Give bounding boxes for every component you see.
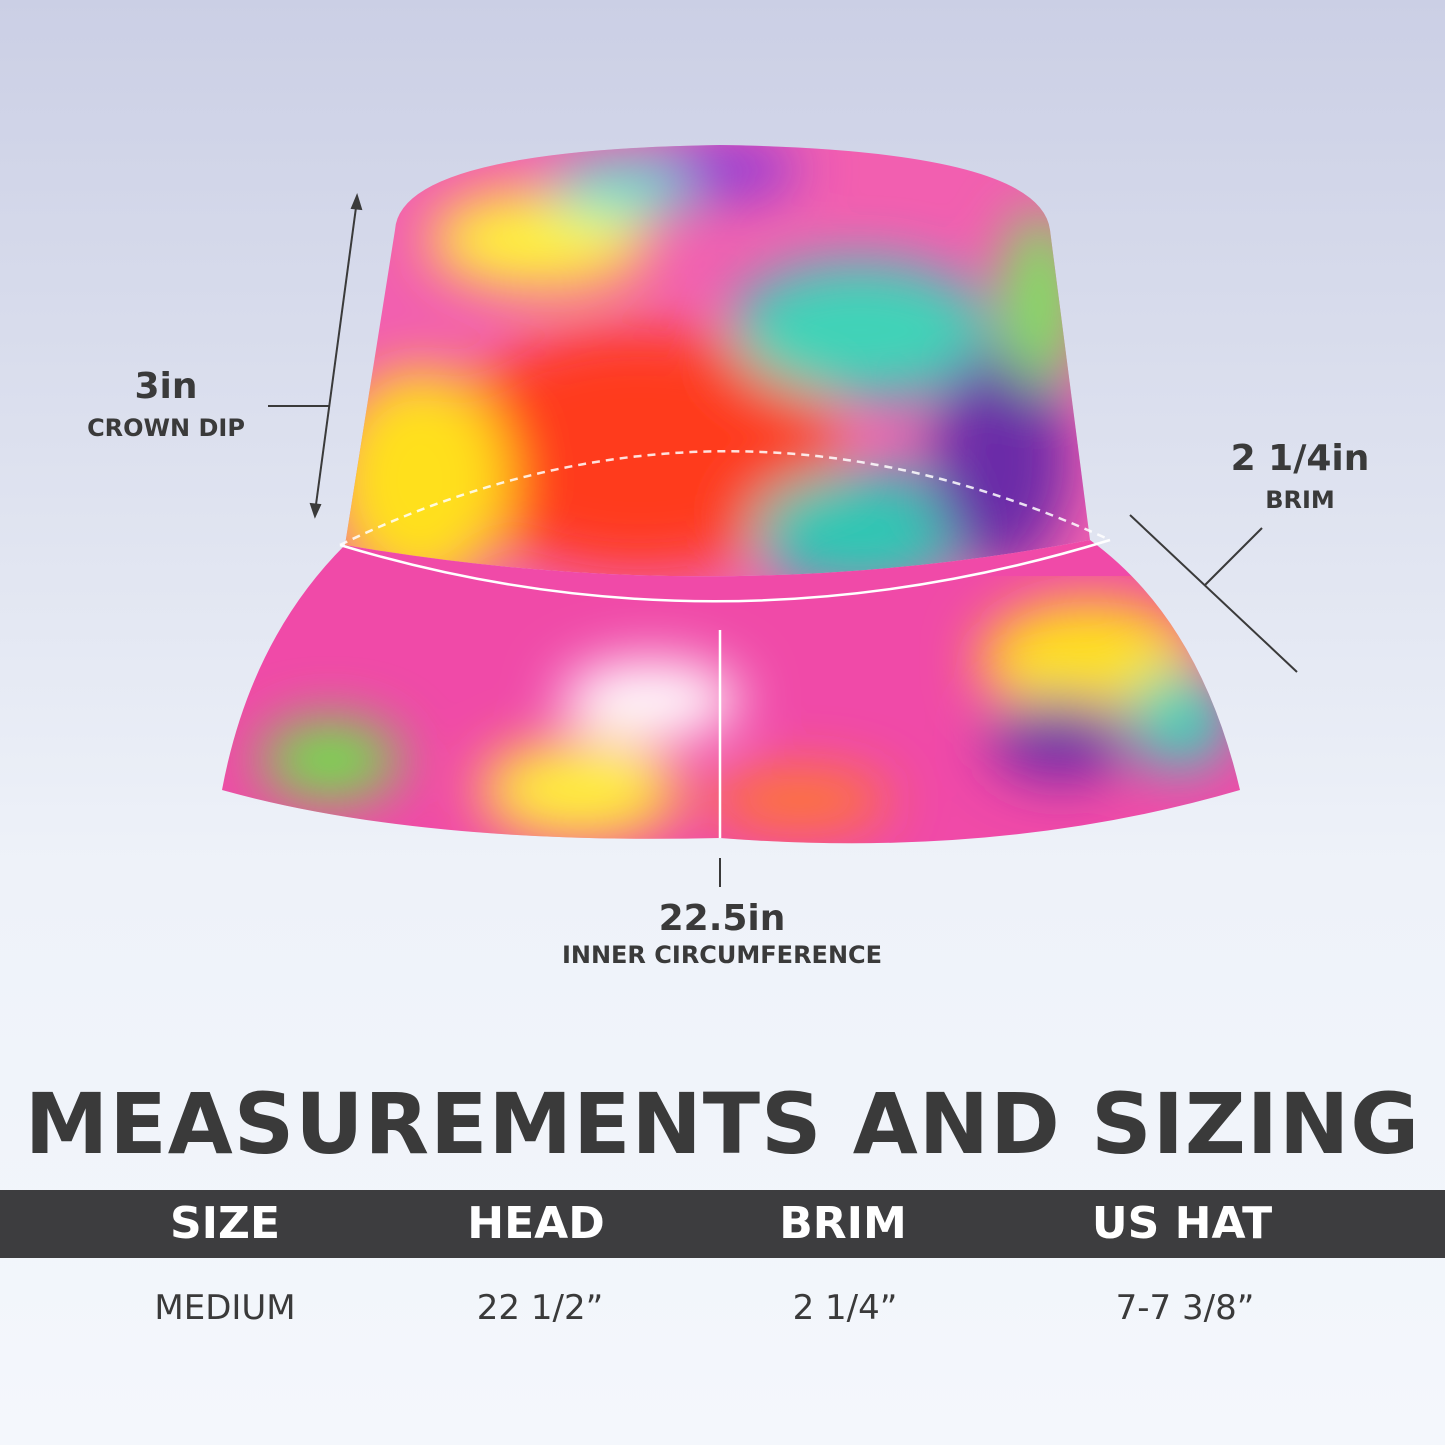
brim-label: BRIM [1265, 486, 1335, 514]
circumference-line [339, 450, 1111, 838]
header-head: HEAD [467, 1198, 605, 1249]
crown-dip-label: CROWN DIP [87, 414, 245, 442]
cell-us-hat: 7-7 3/8” [1115, 1288, 1255, 1328]
header-us-hat: US HAT [1091, 1198, 1273, 1249]
brim-value: 2 1/4in [1230, 438, 1370, 479]
table-header: SIZE HEAD BRIM US HAT [0, 1190, 1445, 1258]
circumference-label: INNER CIRCUMFERENCE [561, 941, 883, 969]
cell-head: 22 1/2” [476, 1288, 604, 1328]
brim-arrow [1129, 514, 1298, 673]
crown-dip-arrow [268, 193, 363, 519]
header-size: SIZE [169, 1198, 281, 1249]
crown-dip-value: 3in [134, 366, 198, 407]
circumference-value: 22.5in [658, 898, 786, 939]
page-title: MEASUREMENTS AND SIZING [24, 1075, 1421, 1173]
header-brim: BRIM [779, 1198, 907, 1249]
cell-size: MEDIUM [154, 1288, 296, 1328]
cell-brim: 2 1/4” [792, 1288, 898, 1328]
hat-crown [345, 145, 1090, 577]
hat-brim [222, 540, 1240, 844]
